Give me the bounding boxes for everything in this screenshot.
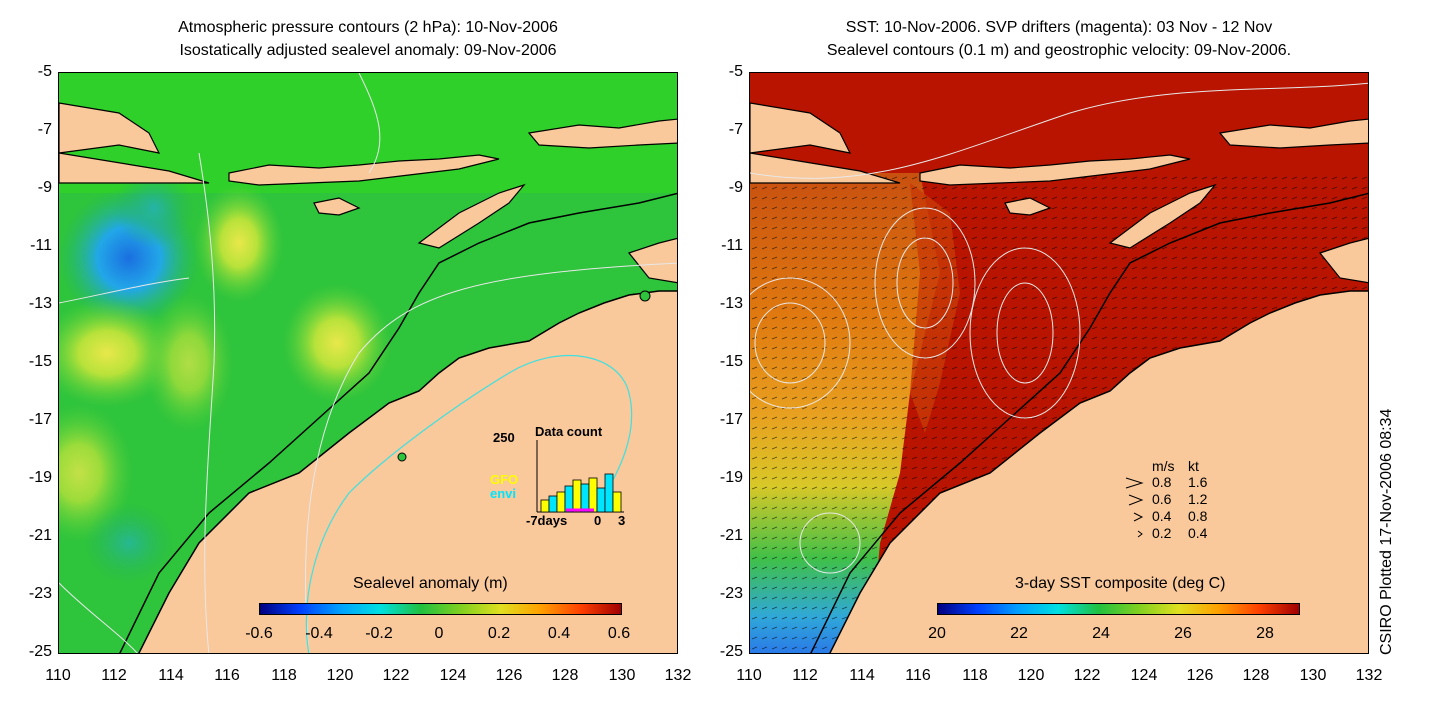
velocity-legend-header-ms: m/s — [1152, 458, 1175, 474]
left-y-tick: -9 — [37, 179, 52, 196]
velocity-legend-kt-0: 1.6 — [1188, 474, 1208, 490]
left-x-tick: 124 — [439, 667, 467, 684]
velocity-legend-ms-1: 0.6 — [1152, 491, 1172, 507]
left-y-tick: -23 — [28, 585, 52, 602]
right-colorbar-tick: 24 — [1092, 625, 1110, 642]
velocity-legend-arrows — [1125, 477, 1144, 538]
velocity-legend-ms-0: 0.8 — [1152, 474, 1172, 490]
right-x-tick: 122 — [1073, 667, 1101, 684]
left-y-tick: -15 — [28, 353, 52, 370]
left-x-tick: 114 — [158, 667, 184, 684]
right-x-tick: 124 — [1130, 667, 1158, 684]
right-x-tick: 120 — [1017, 667, 1045, 684]
inset-x-label-zero: 0 — [594, 513, 602, 528]
left-y-tick: -11 — [30, 237, 52, 254]
left-colorbar-title: Sealevel anomaly (m) — [353, 575, 508, 592]
right-colorbar-tick: 20 — [928, 625, 946, 642]
left-y-tick: -25 — [28, 643, 52, 660]
right-x-tick: 132 — [1355, 667, 1383, 684]
left-colorbar-tick: 0.6 — [607, 625, 631, 642]
right-colorbar-tick: 26 — [1174, 625, 1192, 642]
data-count-histogram — [536, 440, 624, 513]
right-colorbar-tick: 28 — [1256, 625, 1274, 642]
left-title-line2: Isostatically adjusted sealevel anomaly:… — [179, 42, 557, 59]
right-title-line2: Sealevel contours (0.1 m) and geostrophi… — [826, 42, 1292, 59]
right-x-tick: 126 — [1186, 667, 1214, 684]
right-colorbar-tick: 22 — [1010, 625, 1028, 642]
velocity-legend-ms-3: 0.2 — [1152, 525, 1172, 541]
right-y-tick: -5 — [728, 63, 743, 80]
left-colorbar-tick: -0.6 — [245, 625, 273, 642]
left-x-tick: 128 — [551, 667, 579, 684]
left-x-tick: 120 — [326, 667, 354, 684]
right-y-tick: -17 — [719, 411, 743, 428]
inset-series-gfo: GFO — [490, 472, 519, 487]
velocity-legend-header-kt: kt — [1188, 458, 1199, 474]
sst-map — [749, 72, 1369, 654]
inset-title: Data count — [535, 424, 603, 439]
left-y-tick: -21 — [28, 527, 52, 544]
sealevel-anomaly-map — [58, 72, 678, 654]
right-y-tick: -21 — [719, 527, 743, 544]
right-y-tick: -25 — [719, 643, 743, 660]
right-x-tick: 112 — [792, 667, 818, 684]
inset-y-label: 250 — [493, 430, 515, 445]
inset-x-label-start: -7days — [526, 513, 568, 528]
left-x-tick: 112 — [101, 667, 127, 684]
left-x-tick: 130 — [608, 667, 636, 684]
left-colorbar-tick: -0.2 — [365, 625, 393, 642]
right-y-tick: -11 — [721, 237, 743, 254]
right-x-tick: 110 — [736, 667, 762, 684]
left-y-tick: -17 — [28, 411, 52, 428]
left-x-tick: 132 — [664, 667, 692, 684]
sealevel-anomaly-field — [59, 73, 677, 653]
right-x-tick: 128 — [1242, 667, 1270, 684]
left-x-tick: 126 — [495, 667, 523, 684]
left-y-tick: -19 — [28, 469, 52, 486]
velocity-legend-kt-3: 0.4 — [1188, 525, 1208, 541]
left-colorbar-tick: 0.2 — [487, 625, 511, 642]
right-y-tick: -23 — [719, 585, 743, 602]
right-y-tick: -9 — [728, 179, 743, 196]
left-y-tick: -5 — [37, 63, 52, 80]
left-x-tick: 116 — [214, 667, 240, 684]
left-colorbar — [259, 603, 622, 615]
left-colorbar-tick: 0.4 — [547, 625, 571, 642]
left-title-line1: Atmospheric pressure contours (2 hPa): 1… — [178, 19, 558, 36]
right-x-tick: 130 — [1299, 667, 1327, 684]
left-y-tick: -7 — [37, 121, 52, 138]
right-y-tick: -13 — [719, 295, 743, 312]
left-colorbar-tick: -0.4 — [305, 625, 333, 642]
left-x-tick: 110 — [45, 667, 71, 684]
left-x-tick: 118 — [271, 667, 297, 684]
inset-series-envi: envi — [490, 486, 517, 501]
right-x-tick: 114 — [849, 667, 875, 684]
right-colorbar — [937, 603, 1300, 615]
right-x-tick: 118 — [962, 667, 988, 684]
sst-field — [750, 73, 1368, 653]
left-x-tick: 122 — [382, 667, 410, 684]
velocity-legend-ms-2: 0.4 — [1152, 508, 1172, 524]
plot-credit: CSIRO Plotted 17-Nov-2006 08:34 — [1378, 408, 1395, 655]
right-x-tick: 116 — [905, 667, 931, 684]
right-title-line1: SST: 10-Nov-2006. SVP drifters (magenta)… — [845, 19, 1273, 36]
velocity-legend-kt-2: 0.8 — [1188, 508, 1208, 524]
right-y-tick: -15 — [719, 353, 743, 370]
right-y-tick: -7 — [728, 121, 743, 138]
velocity-legend-kt-1: 1.2 — [1188, 491, 1208, 507]
right-colorbar-title: 3-day SST composite (deg C) — [1015, 575, 1226, 592]
left-y-tick: -13 — [28, 295, 52, 312]
right-y-tick: -19 — [719, 469, 743, 486]
left-colorbar-tick: 0 — [434, 625, 444, 642]
inset-x-label-end: 3 — [618, 513, 626, 528]
